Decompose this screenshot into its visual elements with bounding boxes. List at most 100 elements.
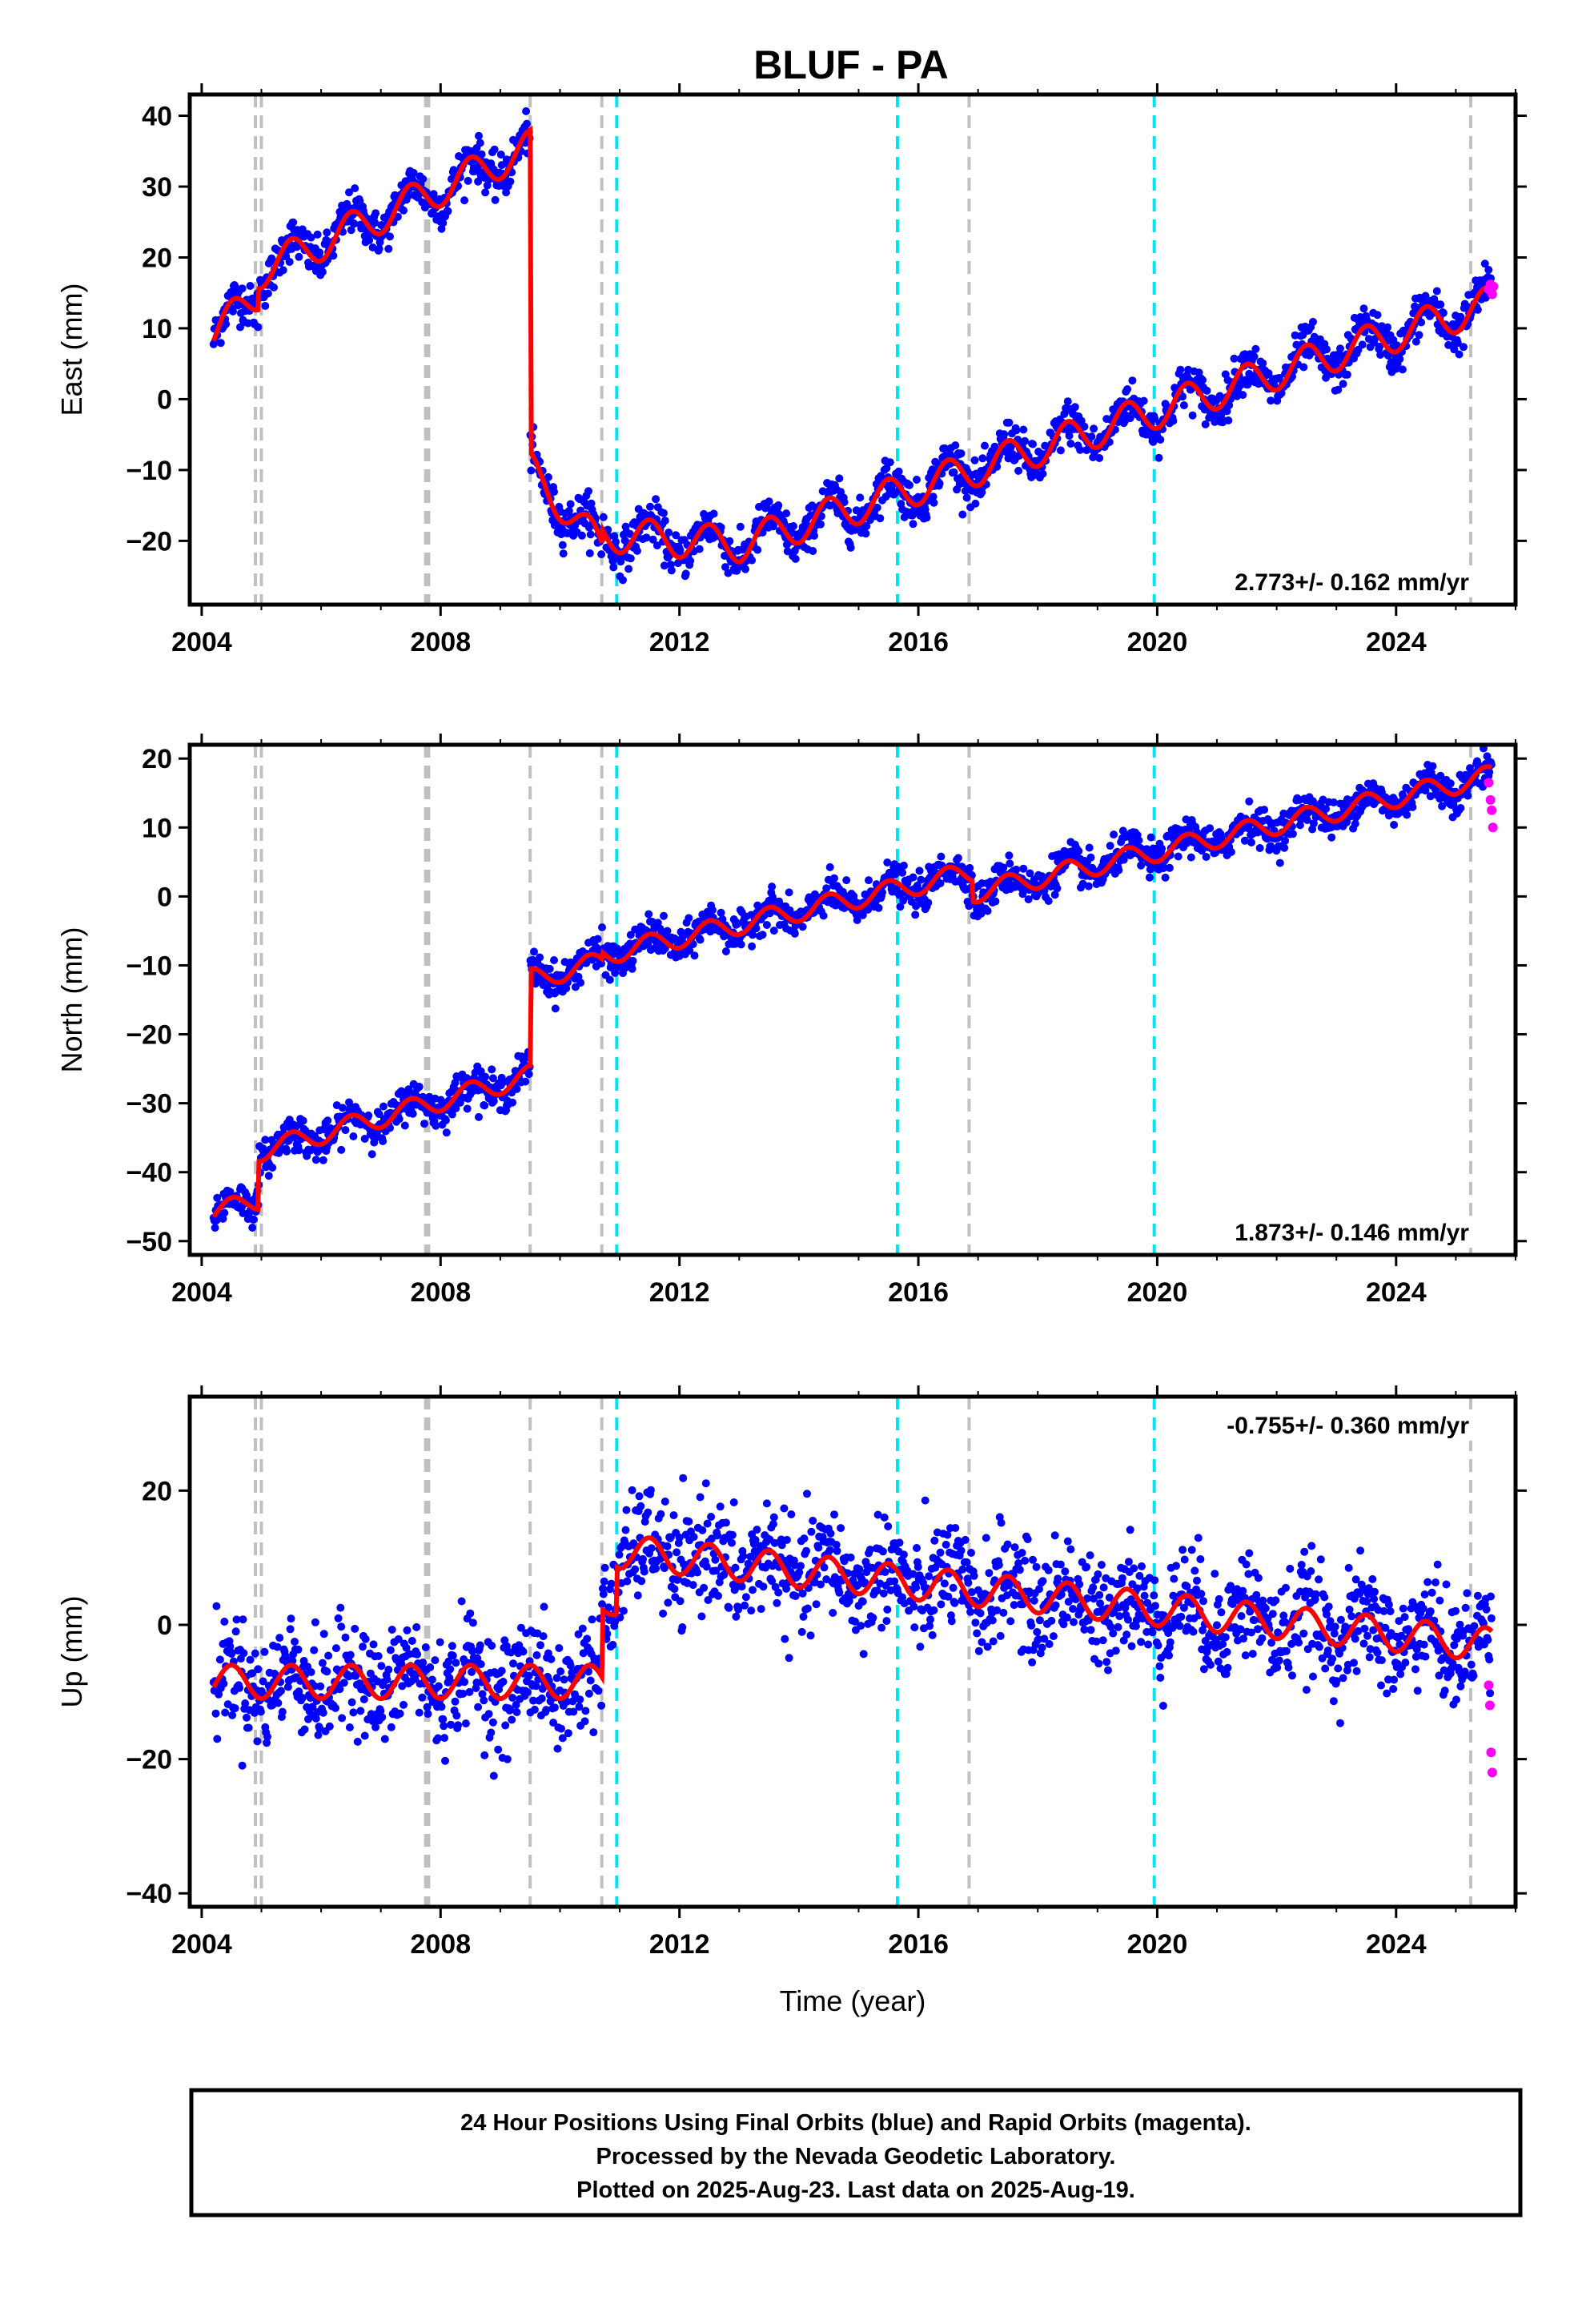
data-point [480,1101,489,1110]
data-point [216,339,225,348]
data-point [439,219,448,227]
data-point [376,1707,385,1715]
data-point [1028,1658,1037,1667]
data-point [978,454,987,463]
data-point [741,1601,749,1610]
data-point [929,493,938,501]
data-point [480,1751,489,1759]
data-point [448,1651,457,1660]
data-point [1012,426,1021,435]
data-point [484,1710,493,1719]
data-point [446,1665,455,1674]
data-point [398,1682,407,1691]
data-point [219,1679,228,1688]
data-point [1411,337,1420,346]
data-point [426,1663,435,1671]
data-point [855,1565,864,1574]
data-point [569,1707,578,1716]
data-point [626,931,635,939]
rate-label: 1.873+/- 0.146 mm/yr [1230,1218,1475,1248]
data-point [1094,1570,1102,1578]
data-point [1455,350,1464,359]
data-point [859,1650,868,1659]
data-point [809,547,817,555]
y-tick-label: 0 [157,384,172,415]
data-point [1003,1540,1012,1549]
data-point [594,1687,603,1695]
data-point [512,1708,521,1716]
data-point [644,910,653,919]
data-point [311,1714,320,1723]
data-point [452,1711,461,1720]
data-point [725,1603,733,1612]
data-point [957,449,966,458]
data-point [925,1572,934,1581]
data-point [1444,340,1453,349]
data-point [581,1707,590,1715]
data-point [1057,1590,1066,1599]
data-point [1403,810,1411,819]
data-point [988,1616,997,1625]
data-point [825,862,834,871]
data-point [1383,323,1392,332]
data-point [673,1548,681,1557]
data-point [349,1132,358,1140]
x-tick-label: 2020 [1127,627,1188,657]
data-point [1456,804,1465,812]
data-point [402,1643,411,1652]
data-point [279,266,287,275]
data-point [603,1630,612,1638]
data-point [462,1074,471,1083]
data-point [731,1563,740,1572]
rapid-point [1488,281,1499,292]
data-point [703,1519,712,1528]
data-point [1151,1602,1159,1610]
data-point [386,1646,395,1655]
data-point [1000,430,1009,439]
data-point [318,267,327,276]
data-point [259,1677,267,1686]
data-point [1358,340,1367,349]
data-point [545,964,554,973]
data-point [697,1612,706,1621]
data-point [660,561,669,570]
data-point [1259,359,1267,368]
data-point [883,1605,892,1614]
data-point [818,487,827,496]
data-point [835,474,844,483]
data-point [263,1739,271,1747]
data-point [246,1655,255,1664]
data-point [1267,842,1275,850]
data-point [1240,836,1249,845]
data-point [235,1683,244,1692]
data-point [661,517,669,525]
data-point [639,1554,647,1563]
data-point [1092,1637,1101,1646]
data-point [1170,1574,1178,1583]
data-point [481,188,490,197]
data-point [729,1498,738,1506]
data-point [374,1652,383,1660]
data-point [1099,1583,1108,1592]
data-point [1118,1574,1126,1582]
plot-area [209,745,1498,1255]
data-point [314,1731,323,1739]
data-point [345,1723,354,1731]
data-point [516,1623,525,1632]
data-point [260,1647,269,1656]
data-point [1275,858,1284,867]
data-point [882,1617,891,1626]
data-point [308,1703,317,1711]
data-point [408,1637,416,1645]
data-point [994,1561,1003,1570]
y-tick-label: −20 [126,1020,172,1051]
data-point [981,441,989,450]
data-point [1288,830,1297,838]
data-point [642,533,651,542]
data-point [806,1631,815,1640]
data-point [689,1581,697,1590]
data-point [1179,401,1188,410]
data-point [646,1486,655,1494]
data-point [261,1136,270,1144]
